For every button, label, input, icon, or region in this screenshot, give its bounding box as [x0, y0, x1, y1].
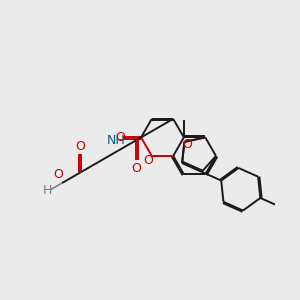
Text: O: O [182, 138, 192, 151]
Text: O: O [143, 154, 153, 167]
Text: H: H [42, 184, 52, 196]
Text: O: O [131, 162, 141, 175]
Text: O: O [116, 131, 125, 144]
Text: NH: NH [107, 134, 125, 147]
Text: O: O [53, 168, 63, 181]
Text: O: O [75, 140, 85, 153]
